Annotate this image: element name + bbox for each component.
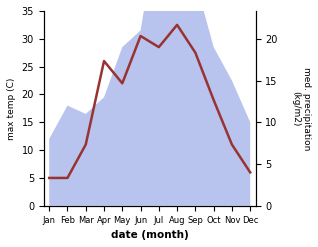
Y-axis label: max temp (C): max temp (C): [7, 77, 16, 140]
X-axis label: date (month): date (month): [111, 230, 189, 240]
Y-axis label: med. precipitation
(kg/m2): med. precipitation (kg/m2): [292, 67, 311, 150]
